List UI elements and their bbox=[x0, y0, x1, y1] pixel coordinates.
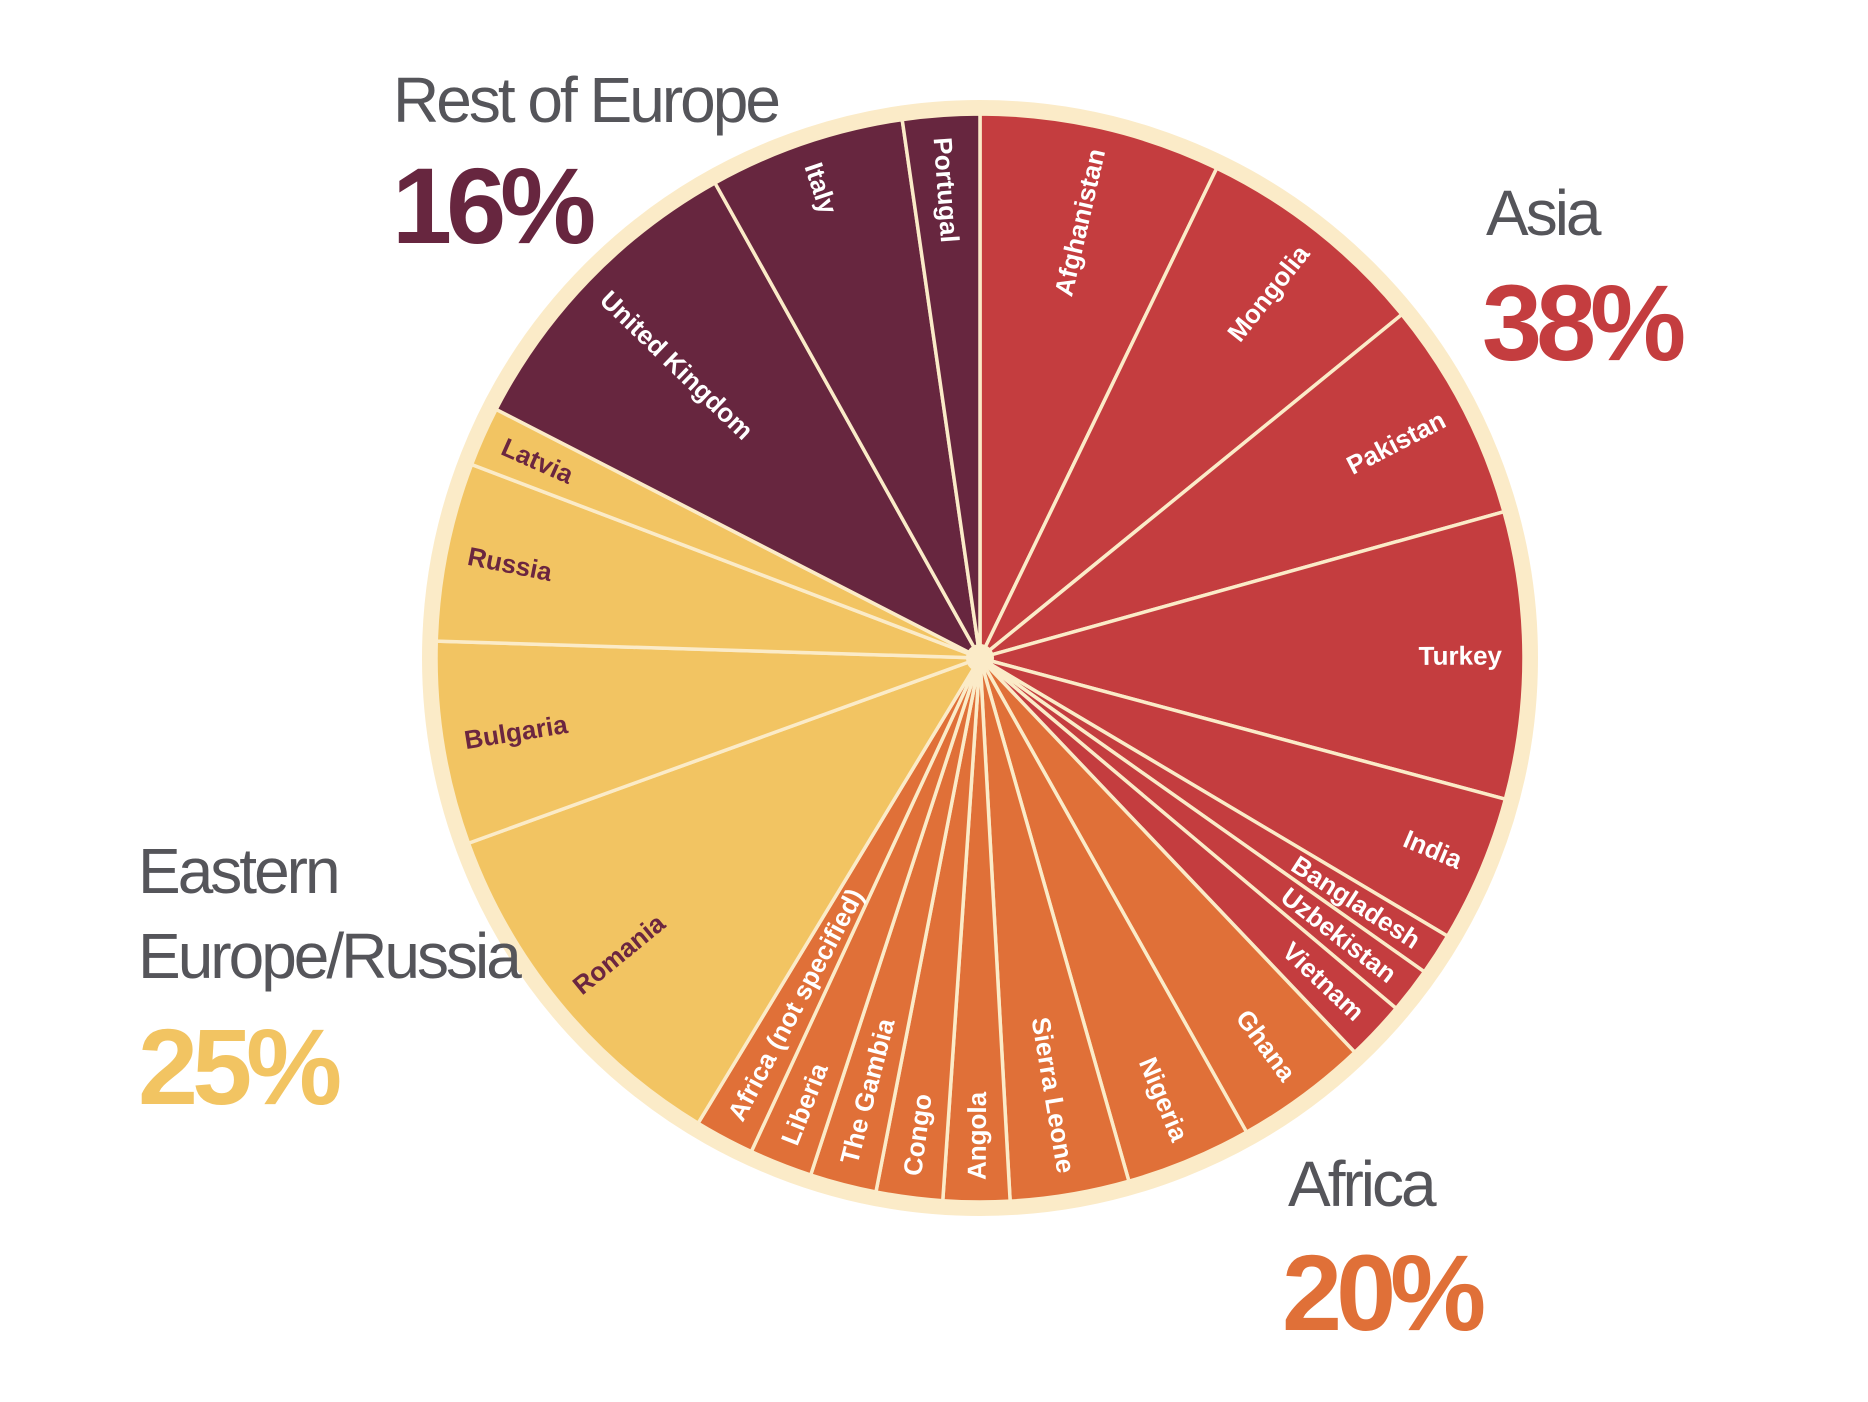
slice-united-kingdom bbox=[494, 181, 982, 660]
pie-slices bbox=[434, 112, 1526, 1204]
slice-russia bbox=[434, 462, 982, 660]
slice-label-turkey: Turkey bbox=[1419, 640, 1503, 670]
slice-turkey bbox=[978, 509, 1526, 801]
slice-afghanistan bbox=[978, 112, 1219, 660]
slice-portugal bbox=[900, 112, 982, 660]
slice-italy bbox=[713, 117, 982, 660]
group-name-asia: Asia bbox=[1486, 177, 1602, 249]
group-caption-asia: Asia 38% bbox=[1482, 177, 1690, 383]
slice-mongolia bbox=[978, 166, 1404, 660]
group-name-africa: Africa bbox=[1288, 1148, 1437, 1220]
slice-pakistan bbox=[978, 312, 1506, 660]
group-percent-eastern-europe: 25% bbox=[138, 1006, 340, 1127]
group-name-eastern-europe-line-2: Europe/Russia bbox=[138, 920, 522, 992]
group-caption-eastern-europe: Eastern Europe/Russia 25% bbox=[138, 835, 525, 1127]
group-percent-rest-of-europe: 16% bbox=[392, 145, 594, 266]
group-percent-asia: 38% bbox=[1482, 262, 1684, 383]
group-caption-africa: Africa 20% bbox=[1282, 1148, 1490, 1353]
pie-center-hub bbox=[966, 644, 994, 672]
pie-border bbox=[422, 100, 1538, 1216]
group-name-eastern-europe-line-1: Eastern bbox=[138, 835, 338, 907]
group-caption-rest-of-europe: Rest of Europe 16% bbox=[392, 64, 781, 266]
slice-romania bbox=[466, 656, 982, 1125]
slice-bulgaria bbox=[434, 639, 982, 845]
slice-label-angola: Angola bbox=[962, 1091, 993, 1180]
group-name-rest-of-europe: Rest of Europe bbox=[393, 64, 778, 136]
group-percent-africa: 20% bbox=[1282, 1232, 1484, 1353]
